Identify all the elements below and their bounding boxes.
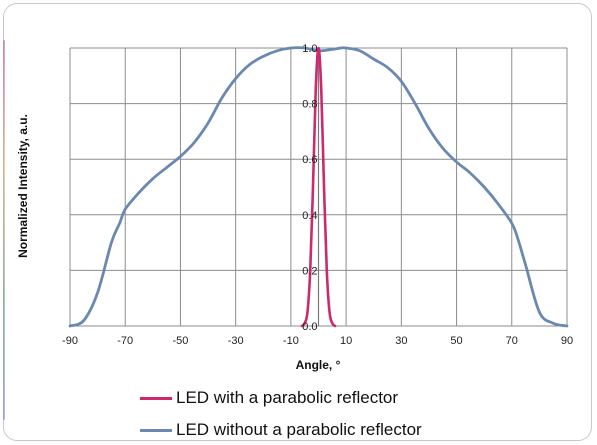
series-line-without-reflector (68, 46, 569, 328)
x-tick-label: -30 (228, 335, 244, 347)
y-tick-label: 0.4 (302, 210, 317, 222)
chart-frame (3, 3, 592, 441)
series-layer (68, 46, 569, 328)
x-tick-label: 30 (395, 335, 407, 347)
legend-item-without-reflector: LED without a parabolic reflector (140, 420, 422, 440)
legend-swatch-without-reflector (140, 428, 172, 432)
series-line-with-reflector (300, 46, 337, 328)
legend-label-with-reflector: LED with a parabolic reflector (176, 388, 399, 407)
x-axis-title: Angle, ° (296, 358, 341, 372)
legend-swatch-with-reflector (140, 396, 172, 400)
x-tick-label: -50 (172, 335, 188, 347)
frame-accent-edge (3, 40, 5, 420)
x-tick-label: 70 (506, 335, 518, 347)
y-tick-label: 0.0 (302, 321, 317, 333)
legend-item-with-reflector: LED with a parabolic reflector (140, 388, 398, 408)
y-tick-label: 0.8 (302, 99, 317, 111)
x-tick-label: -70 (117, 335, 133, 347)
y-tick-labels: 0.0 0.2 0.4 0.6 0.8 1.0 (302, 43, 317, 333)
x-tick-label: -10 (283, 335, 299, 347)
y-tick-label: 1.0 (302, 43, 317, 55)
grid-lines (69, 47, 568, 327)
legend-label-without-reflector: LED without a parabolic reflector (176, 420, 422, 439)
y-tick-label: 0.6 (302, 154, 317, 166)
x-tick-label: -90 (62, 335, 78, 347)
y-axis-title: Normalized Intensity, a.u. (16, 114, 30, 258)
x-tick-label: 90 (561, 335, 573, 347)
x-tick-label: 10 (340, 335, 352, 347)
x-tick-label: 50 (450, 335, 462, 347)
y-tick-label: 0.2 (302, 265, 317, 277)
x-tick-labels: -90 -70 -50 -30 -10 10 30 50 70 90 (62, 335, 573, 347)
